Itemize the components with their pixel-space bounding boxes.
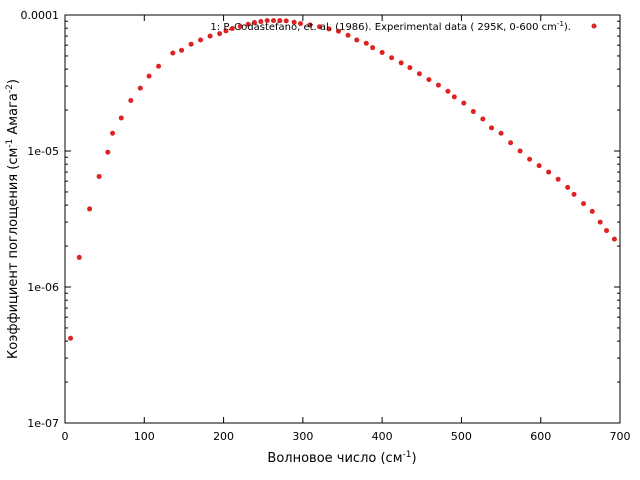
data-point — [258, 19, 264, 25]
data-point — [237, 23, 243, 29]
data-point — [137, 85, 143, 91]
data-point — [363, 40, 369, 46]
data-point — [128, 98, 134, 104]
data-point — [277, 18, 283, 24]
data-point — [271, 18, 277, 24]
x-tick-label: 500 — [451, 430, 472, 443]
x-tick-label: 600 — [530, 430, 551, 443]
data-point — [291, 19, 297, 25]
data-point — [283, 18, 289, 24]
data-point — [87, 206, 93, 212]
data-point — [445, 88, 451, 94]
data-point — [589, 208, 595, 214]
data-point — [536, 163, 542, 169]
data-point — [188, 41, 194, 47]
y-axis-label: Коэффициент поглощения (см-1 Амага-2) — [5, 79, 21, 359]
data-point — [251, 20, 257, 26]
data-point — [207, 33, 213, 39]
data-point — [398, 60, 404, 66]
data-point — [604, 228, 610, 234]
axis-tick-labels: 0 100 200 300 400 500 600 700 1e-07 1e-06 1e-05 0.0… — [21, 9, 631, 443]
x-axis-label: Волновое число (см-1) — [267, 450, 416, 466]
data-point — [611, 236, 617, 242]
data-point — [110, 130, 116, 136]
data-point — [118, 115, 124, 121]
data-point — [517, 148, 523, 154]
data-point — [345, 32, 351, 38]
data-point — [156, 63, 162, 69]
data-point — [170, 50, 176, 56]
data-point — [326, 26, 332, 32]
x-tick-label: 700 — [610, 430, 631, 443]
data-point — [198, 37, 204, 43]
data-point — [435, 82, 441, 88]
data-point — [426, 77, 432, 83]
data-point — [264, 18, 270, 24]
data-point — [317, 24, 323, 30]
x-tick-label: 0 — [62, 430, 69, 443]
data-point — [571, 191, 577, 197]
data-point — [307, 22, 313, 28]
y-tick-label: 1e-06 — [27, 281, 59, 294]
data-point — [407, 65, 413, 71]
data-point — [354, 37, 360, 43]
data-point — [245, 21, 251, 27]
y-tick-label: 0.0001 — [21, 9, 60, 22]
data-point — [336, 28, 342, 34]
data-point — [565, 184, 571, 190]
data-point — [105, 149, 111, 155]
data-point — [546, 169, 552, 175]
legend-label: 1: P. Codastefano, et. al. (1986). Exper… — [210, 20, 571, 33]
data-point — [489, 125, 495, 131]
data-point — [597, 219, 603, 225]
data-point — [508, 140, 514, 146]
data-point — [179, 47, 185, 53]
data-point — [76, 254, 82, 260]
y-tick-label: 1e-05 — [27, 145, 59, 158]
data-point — [461, 100, 467, 106]
data-point — [498, 130, 504, 136]
data-point — [370, 45, 376, 51]
legend: 1: P. Codastefano, et. al. (1986). Exper… — [210, 20, 597, 33]
data-point — [68, 335, 74, 341]
data-point — [480, 116, 486, 122]
data-point — [379, 49, 385, 55]
data-point — [555, 176, 561, 182]
x-tick-label: 200 — [213, 430, 234, 443]
data-point — [96, 173, 102, 179]
data-point — [217, 31, 223, 37]
data-point — [527, 156, 533, 162]
data-points — [68, 18, 617, 341]
plot-frame — [64, 14, 621, 424]
data-point — [416, 71, 422, 77]
data-point — [297, 21, 303, 27]
x-tick-label: 100 — [134, 430, 155, 443]
data-point — [581, 201, 587, 207]
data-point — [146, 73, 152, 79]
data-point — [389, 55, 395, 61]
data-point — [470, 109, 476, 115]
data-point — [229, 26, 235, 32]
x-tick-label: 300 — [292, 430, 313, 443]
data-point — [223, 28, 229, 34]
x-tick-label: 400 — [372, 430, 393, 443]
data-point — [451, 94, 457, 100]
y-tick-label: 1e-07 — [27, 417, 59, 430]
legend-marker — [591, 23, 597, 29]
